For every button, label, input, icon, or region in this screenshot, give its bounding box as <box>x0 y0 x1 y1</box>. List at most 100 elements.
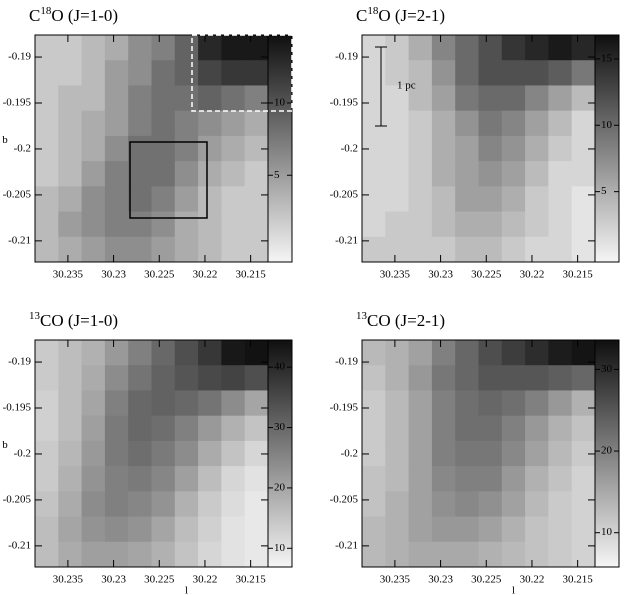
cell <box>408 440 433 467</box>
colorbar-tick-label: 20 <box>601 445 613 457</box>
cell <box>221 60 246 86</box>
cell <box>501 236 526 263</box>
colorbar-tick-label: 10 <box>601 526 613 538</box>
cell <box>198 135 222 162</box>
y-tick-label: -0.2 <box>341 142 358 154</box>
cell <box>408 161 433 187</box>
cell <box>385 541 410 568</box>
cell <box>431 491 456 518</box>
cell <box>128 186 152 213</box>
cell <box>35 365 59 391</box>
cell <box>104 60 129 86</box>
cell <box>81 186 106 213</box>
colorbar-tick-label: 10 <box>274 542 286 554</box>
cell <box>104 440 129 467</box>
cell <box>58 440 83 467</box>
cell <box>362 135 386 162</box>
cell <box>362 110 386 137</box>
cell <box>104 236 129 263</box>
cell <box>151 211 176 238</box>
cell <box>408 415 433 442</box>
cell <box>151 85 176 112</box>
y-axis-label: b <box>2 439 8 451</box>
cell <box>431 466 456 492</box>
cell <box>362 541 386 568</box>
cell <box>548 211 573 238</box>
cell <box>58 85 83 112</box>
cell <box>244 60 269 86</box>
cell <box>455 60 479 86</box>
cell <box>221 466 246 492</box>
cell <box>128 161 152 187</box>
cell <box>548 516 573 543</box>
y-tick-label: -0.195 <box>330 97 359 109</box>
cell <box>81 161 106 187</box>
cell <box>81 340 106 366</box>
cell <box>128 35 152 61</box>
cell <box>548 340 573 366</box>
cell <box>128 110 152 137</box>
cell <box>571 135 596 162</box>
cell <box>104 415 129 442</box>
title-sup: 18 <box>40 5 52 17</box>
y-tick-label: -0.195 <box>3 402 32 414</box>
cell <box>198 390 222 417</box>
cell <box>128 236 152 263</box>
cell <box>408 211 433 238</box>
x-tick-label: 30.215 <box>236 574 267 586</box>
cell <box>151 440 176 467</box>
cell <box>385 85 410 112</box>
cell <box>151 541 176 568</box>
cell <box>58 491 83 518</box>
y-tick-label: -0.21 <box>8 539 31 551</box>
cell <box>221 340 246 366</box>
cell <box>104 466 129 492</box>
cell <box>35 35 59 61</box>
region-box <box>191 34 293 112</box>
cell <box>198 110 222 137</box>
cell <box>431 415 456 442</box>
cell <box>244 85 269 112</box>
x-tick-label: 30.215 <box>563 574 594 586</box>
x-axis-label: l <box>512 585 515 595</box>
cell <box>244 491 269 518</box>
cell <box>244 161 269 187</box>
x-tick-label: 30.215 <box>236 269 267 281</box>
cell <box>455 236 479 263</box>
cell <box>128 365 152 391</box>
cell <box>104 35 129 61</box>
cell <box>408 135 433 162</box>
y-tick-label: -0.21 <box>335 539 358 551</box>
cell <box>198 211 222 238</box>
cell <box>478 236 503 263</box>
cell <box>198 85 222 112</box>
cell <box>174 161 199 187</box>
cell <box>128 440 152 467</box>
cell <box>58 390 83 417</box>
cell <box>198 236 222 263</box>
cell <box>571 186 596 213</box>
cell <box>35 60 59 86</box>
cell <box>198 340 222 366</box>
cell <box>478 541 503 568</box>
cell <box>174 390 199 417</box>
cell <box>58 186 83 213</box>
x-tick-label: 30.23 <box>101 269 126 281</box>
y-tick-label: -0.19 <box>335 51 358 63</box>
cell <box>431 236 456 263</box>
cell <box>478 211 503 238</box>
cell <box>525 85 549 112</box>
x-tick-label: 30.235 <box>380 269 411 281</box>
cell <box>35 491 59 518</box>
cell <box>81 415 106 442</box>
cell <box>58 415 83 442</box>
panel: 10 20 30 30.235 30.23 30.225 30.22 30.215 -0.19 -… <box>330 310 620 595</box>
title-sup: 13 <box>356 310 368 322</box>
cell <box>221 440 246 467</box>
cell <box>525 365 549 391</box>
cell <box>525 186 549 213</box>
cell <box>362 516 386 543</box>
cell <box>571 466 596 492</box>
cell <box>385 60 410 86</box>
y-tick-label: -0.205 <box>3 493 32 505</box>
